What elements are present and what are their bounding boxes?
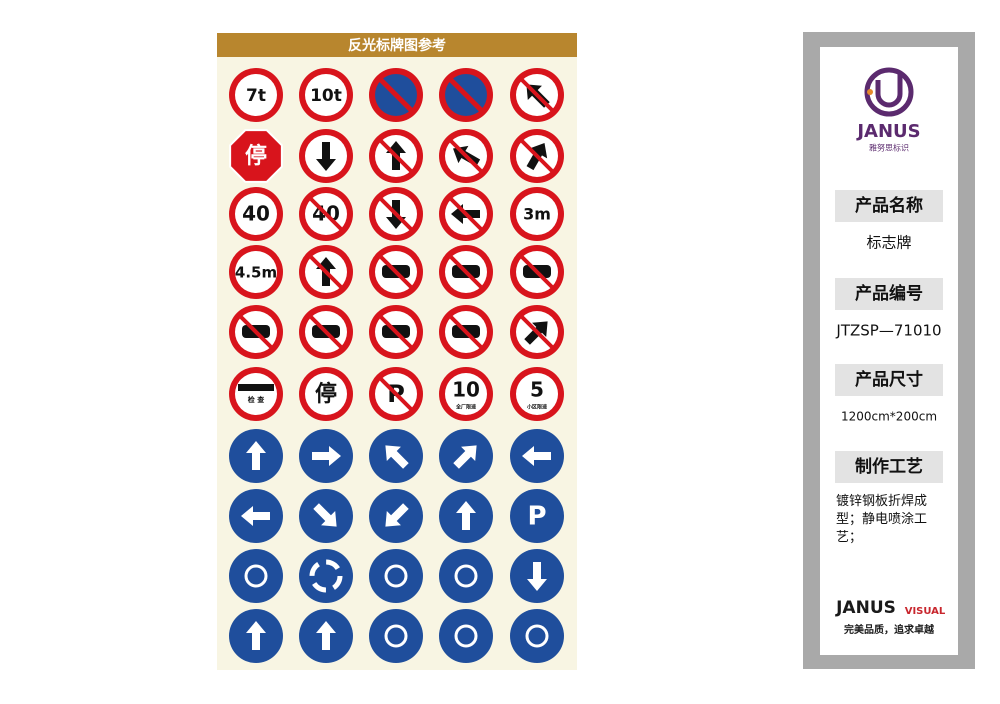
- sign-face: [516, 373, 558, 415]
- sign-face: [445, 373, 487, 415]
- sign-slash: [449, 315, 483, 349]
- field-label-box: [835, 278, 943, 310]
- sign-slash: [449, 197, 483, 231]
- slogan: 完美品质，追求卓越: [844, 623, 935, 636]
- arrow-icon: [312, 446, 341, 466]
- check-bar: [238, 384, 274, 391]
- sign-slash: [379, 197, 413, 231]
- arrow-icon: [385, 445, 409, 469]
- sign-text: 检 查: [248, 395, 265, 404]
- sign-text: 小区限速: [527, 404, 547, 411]
- sign-face: [369, 549, 423, 603]
- sign-text: P: [527, 502, 546, 532]
- sign-face: [229, 549, 283, 603]
- sign-face: [235, 251, 277, 293]
- field-value: 1200cm*200cm: [841, 410, 937, 424]
- sign-face: [510, 609, 564, 663]
- sign-slash: [520, 315, 554, 349]
- sign-slash: [379, 139, 413, 173]
- arrow-icon: [316, 621, 336, 650]
- sign-text: 7t: [246, 86, 266, 106]
- brand: JANUS: [855, 121, 920, 142]
- sign-text: 停: [245, 143, 267, 169]
- arrow-icon: [316, 142, 336, 171]
- field-label: 产品编号: [855, 283, 923, 304]
- wheel-icon: [525, 624, 549, 648]
- sign-text: 4.5m: [235, 264, 277, 282]
- sign-slash: [520, 78, 554, 112]
- sign-octagon: [229, 129, 283, 183]
- field-label-box: [835, 451, 943, 483]
- arrow-icon: [385, 503, 409, 527]
- board-header: [217, 33, 577, 57]
- field-value: JTZSP—71010: [835, 322, 941, 340]
- sign-slash: [449, 255, 483, 289]
- sign-face: [369, 609, 423, 663]
- field-value: 标志牌: [866, 234, 911, 252]
- arrow-icon: [522, 446, 551, 466]
- sign-face: [299, 549, 353, 603]
- sign-face: [235, 373, 277, 415]
- sign-face: [439, 609, 493, 663]
- arrow-icon: [241, 506, 270, 526]
- wheel-icon: [244, 564, 268, 588]
- sign-face: [305, 74, 347, 116]
- field-label-box: [835, 364, 943, 396]
- sign-slash: [379, 78, 413, 112]
- sign-face: [235, 193, 277, 235]
- sign-text: 40: [242, 202, 270, 226]
- sign-slash: [520, 139, 554, 173]
- arrow-icon: [313, 503, 337, 527]
- sign-slash: [449, 78, 483, 112]
- sign-slash: [309, 255, 343, 289]
- sign-slash: [520, 255, 554, 289]
- arrow-icon: [246, 441, 266, 470]
- sign-grid: 7t10t停40403m4.5m检 查停P10全厂限速5小区限速P: [229, 68, 564, 663]
- field-label: 制作工艺: [855, 456, 923, 477]
- sign-face: [439, 549, 493, 603]
- field-label: 产品名称: [855, 195, 923, 216]
- roundabout-icon: [309, 559, 343, 593]
- field-value-box: 镀锌钢板折焊成型；静电喷涂工艺；: [836, 494, 928, 545]
- sign-slash: [379, 315, 413, 349]
- arrow-icon: [456, 501, 476, 530]
- sign-slash: [309, 315, 343, 349]
- footer-visual: VISUAL: [905, 606, 946, 617]
- arrow-icon: [246, 621, 266, 650]
- wheel-icon: [454, 564, 478, 588]
- sign-text: 5: [530, 378, 544, 402]
- wheel-icon: [384, 624, 408, 648]
- board-title: 反光标牌图参考: [348, 37, 446, 54]
- sign-text: 停: [315, 381, 337, 407]
- sign-face: [516, 193, 558, 235]
- sign-slash: [379, 255, 413, 289]
- sign-text: 10t: [310, 86, 342, 106]
- field-label: 产品尺寸: [855, 369, 923, 390]
- sign-slash: [239, 315, 273, 349]
- wheel-icon: [454, 624, 478, 648]
- sign-slash: [309, 197, 343, 231]
- sign-slash: [449, 139, 483, 173]
- sign-text: 10: [452, 378, 480, 402]
- footer-brand: JANUS: [835, 598, 896, 618]
- sign-face: [305, 373, 347, 415]
- sign-slash: [379, 377, 413, 411]
- logo: [864, 67, 914, 117]
- field-label-box: [835, 190, 943, 222]
- arrow-icon: [527, 562, 547, 591]
- sign-text: 全厂限速: [455, 404, 476, 411]
- logo-dot: [867, 89, 873, 95]
- sign-text: 3m: [523, 205, 551, 224]
- wheel-icon: [384, 564, 408, 588]
- field-value: 镀锌钢板折焊成型；静电喷涂工艺；: [836, 494, 928, 545]
- sign-face: [510, 489, 564, 543]
- sign-face: [235, 74, 277, 116]
- logo-mark: [875, 74, 903, 108]
- panel: [820, 47, 958, 655]
- arrow-icon: [453, 445, 477, 469]
- brand-sub: 雅努思标识: [869, 143, 909, 153]
